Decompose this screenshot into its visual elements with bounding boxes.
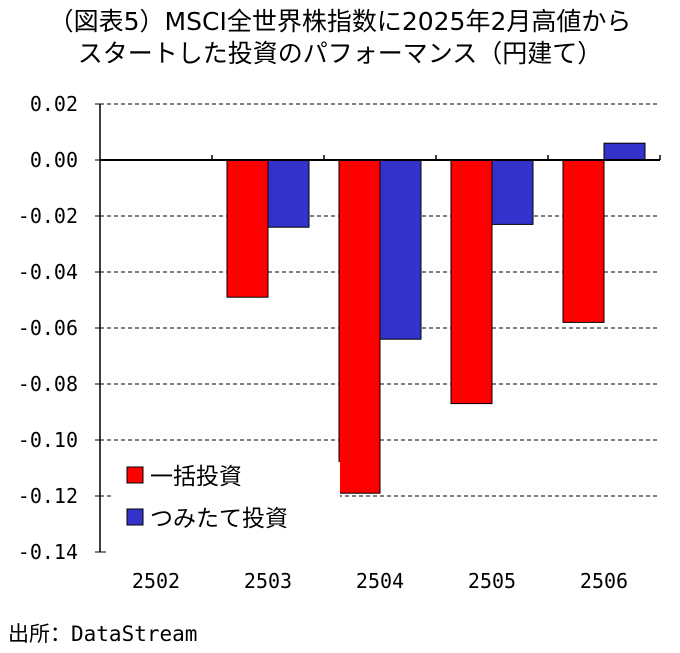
bar bbox=[603, 142, 646, 161]
y-tick-label: -0.10 bbox=[18, 428, 78, 452]
y-tick-label: -0.14 bbox=[18, 540, 78, 564]
legend-label: 一括投資 bbox=[150, 464, 242, 490]
y-tick-label: 0.00 bbox=[30, 148, 78, 172]
y-tick-label: 0.02 bbox=[30, 92, 78, 116]
bar bbox=[450, 159, 493, 405]
bar bbox=[491, 159, 534, 225]
legend-label: つみたて投資 bbox=[150, 506, 288, 532]
y-tick-label: -0.06 bbox=[18, 316, 78, 340]
chart-title-line1: （図表5）MSCI全世界株指数に2025年2月高値から bbox=[48, 7, 632, 36]
bar bbox=[338, 159, 381, 494]
y-tick-label: -0.04 bbox=[18, 260, 78, 284]
x-tick-label: 2506 bbox=[580, 569, 628, 593]
bar bbox=[562, 159, 605, 323]
bar bbox=[226, 159, 269, 298]
legend-box bbox=[112, 462, 340, 542]
legend-swatch bbox=[126, 508, 144, 526]
bar bbox=[379, 159, 422, 340]
x-tick-label: 2504 bbox=[356, 569, 404, 593]
x-tick-label: 2502 bbox=[132, 569, 180, 593]
x-tick-label: 2503 bbox=[244, 569, 292, 593]
y-tick-label: -0.02 bbox=[18, 204, 78, 228]
source-note: 出所：DataStream bbox=[8, 622, 198, 646]
y-tick-label: -0.12 bbox=[18, 484, 78, 508]
y-tick-label: -0.08 bbox=[18, 372, 78, 396]
legend-swatch bbox=[126, 466, 144, 484]
bar bbox=[267, 159, 310, 228]
chart-title-line2: スタートした投資のパフォーマンス（円建て） bbox=[77, 39, 603, 68]
x-tick-label: 2505 bbox=[468, 569, 516, 593]
